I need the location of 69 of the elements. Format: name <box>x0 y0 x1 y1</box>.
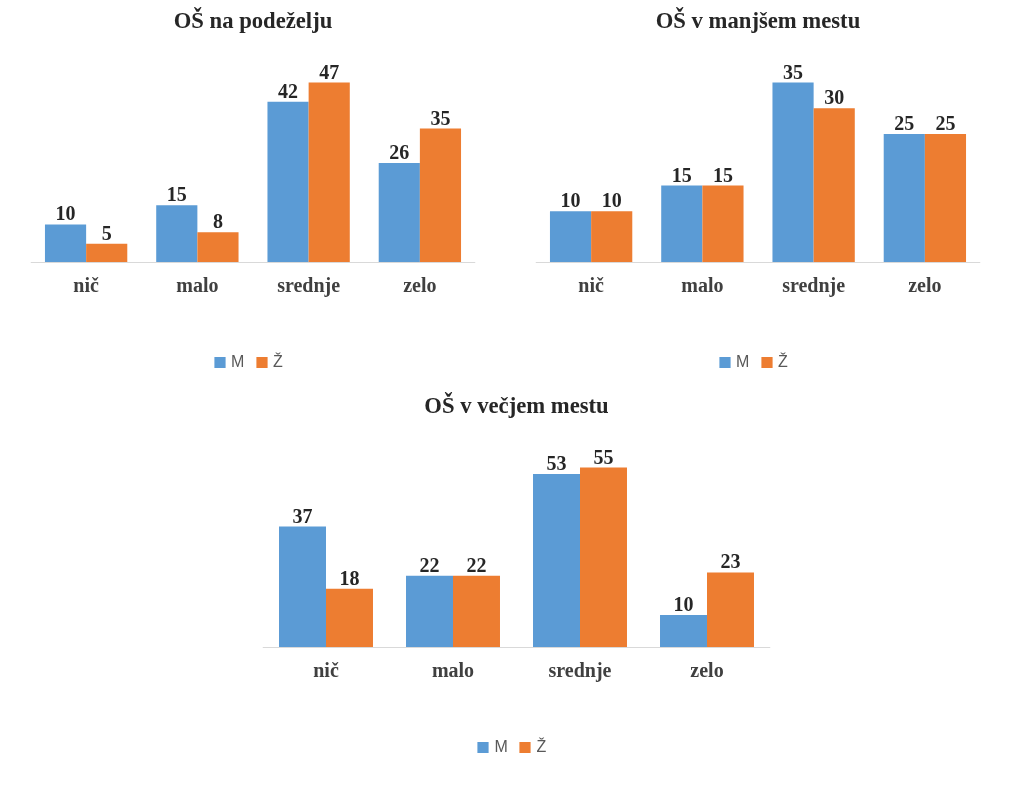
data-label: 8 <box>212 210 223 233</box>
legend-label: M <box>231 353 246 371</box>
legend-label: M <box>494 738 509 756</box>
data-label: 35 <box>430 106 451 129</box>
data-label: 5 <box>101 221 112 244</box>
legend-label: M <box>736 353 751 371</box>
data-label: 37 <box>292 504 313 527</box>
data-label: 53 <box>546 452 567 475</box>
data-label: 10 <box>673 593 694 616</box>
legend-label: Ž <box>536 738 548 756</box>
data-label: 25 <box>935 112 956 135</box>
bar <box>44 224 87 263</box>
x-tick-label: malo <box>431 658 475 681</box>
data-label: 23 <box>720 550 741 573</box>
bar <box>702 185 744 263</box>
x-tick-label: srednje <box>782 273 846 297</box>
bar <box>406 575 453 648</box>
data-label: 15 <box>712 163 733 186</box>
bar <box>772 82 814 263</box>
x-tick-label: srednje <box>548 658 612 682</box>
bar <box>661 185 703 263</box>
bar <box>707 572 754 648</box>
data-label: 47 <box>319 60 340 83</box>
data-label: 18 <box>339 566 360 589</box>
bar <box>267 101 309 263</box>
bar <box>197 232 239 263</box>
data-label: 30 <box>824 86 845 109</box>
bar <box>86 243 128 263</box>
chart-title: OŠ v manjšem mestu <box>655 6 861 33</box>
data-label: 10 <box>55 202 76 225</box>
x-tick-label: zelo <box>403 273 437 296</box>
x-tick-label: zelo <box>690 658 724 681</box>
legend-label: Ž <box>778 353 789 371</box>
data-label: 42 <box>278 79 299 102</box>
x-tick-label: nič <box>73 273 100 296</box>
data-label: 35 <box>783 60 804 83</box>
legend-label: Ž <box>273 353 284 371</box>
data-label: 26 <box>389 141 410 164</box>
bar <box>924 134 967 263</box>
bar <box>279 526 326 648</box>
bar <box>156 205 198 263</box>
x-tick-label: nič <box>313 658 339 681</box>
data-label: 15 <box>166 183 187 206</box>
chart-title: OŠ v večjem mestu <box>424 391 609 418</box>
x-tick-label: malo <box>176 273 219 296</box>
bar <box>813 108 855 263</box>
data-label: 15 <box>671 163 692 186</box>
data-label: 10 <box>601 189 622 212</box>
data-label: 55 <box>593 445 614 468</box>
bar <box>660 615 707 648</box>
x-tick-label: zelo <box>908 273 942 296</box>
data-label: 22 <box>419 553 440 576</box>
bar <box>419 128 462 263</box>
bar <box>580 467 627 648</box>
bar <box>308 82 350 263</box>
bar <box>453 575 500 648</box>
bar <box>533 474 580 648</box>
bar <box>378 163 420 263</box>
bar <box>883 134 925 263</box>
data-label: 25 <box>894 112 915 135</box>
data-label: 22 <box>466 553 487 576</box>
x-tick-label: malo <box>681 273 724 296</box>
x-tick-label: nič <box>578 273 605 296</box>
x-tick-label: srednje <box>277 273 341 297</box>
data-label: 10 <box>560 189 581 212</box>
chart-title: OŠ na podeželju <box>173 6 333 33</box>
bar <box>591 211 633 263</box>
bar <box>326 588 373 648</box>
bar <box>549 211 592 263</box>
